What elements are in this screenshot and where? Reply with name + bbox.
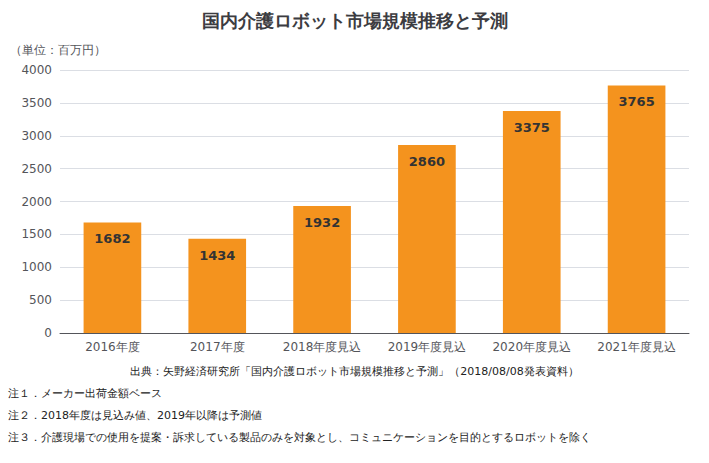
- svg-text:2018年度見込: 2018年度見込: [283, 340, 362, 354]
- svg-text:2019年度見込: 2019年度見込: [388, 340, 467, 354]
- svg-text:出典：矢野経済研究所「国内介護ロボット市場規模推移と予測」（: 出典：矢野経済研究所「国内介護ロボット市場規模推移と予測」（2018/08/08…: [130, 365, 578, 378]
- svg-text:注１．メーカー出荷金額ベース: 注１．メーカー出荷金額ベース: [8, 387, 162, 400]
- svg-text:0: 0: [44, 326, 52, 340]
- svg-text:1932: 1932: [304, 215, 340, 230]
- svg-text:1000: 1000: [21, 260, 52, 274]
- svg-text:4000: 4000: [21, 63, 52, 77]
- svg-text:2016年度: 2016年度: [85, 340, 140, 354]
- svg-text:2000: 2000: [21, 195, 52, 209]
- svg-text:注３．介護現場での使用を提案・訴求している製品のみを対象とし: 注３．介護現場での使用を提案・訴求している製品のみを対象とし、コミュニケーション…: [8, 431, 591, 444]
- svg-text:3375: 3375: [514, 120, 550, 135]
- svg-text:3500: 3500: [21, 96, 52, 110]
- svg-text:3765: 3765: [618, 94, 654, 109]
- svg-text:2020年度見込: 2020年度見込: [492, 340, 571, 354]
- svg-text:2500: 2500: [21, 162, 52, 176]
- svg-text:1500: 1500: [21, 227, 52, 241]
- svg-text:2860: 2860: [409, 154, 445, 169]
- svg-text:2017年度: 2017年度: [190, 340, 245, 354]
- svg-text:3000: 3000: [21, 129, 52, 143]
- svg-text:500: 500: [29, 293, 52, 307]
- svg-text:（単位：百万円）: （単位：百万円）: [10, 43, 106, 57]
- svg-text:国内介護ロボット市場規模推移と予測: 国内介護ロボット市場規模推移と予測: [202, 10, 508, 31]
- svg-text:1434: 1434: [199, 248, 235, 263]
- svg-text:1682: 1682: [94, 231, 130, 246]
- svg-text:注２．2018年度は見込み値、2019年以降は予測値: 注２．2018年度は見込み値、2019年以降は予測値: [8, 409, 262, 422]
- svg-text:2021年度見込: 2021年度見込: [597, 340, 676, 354]
